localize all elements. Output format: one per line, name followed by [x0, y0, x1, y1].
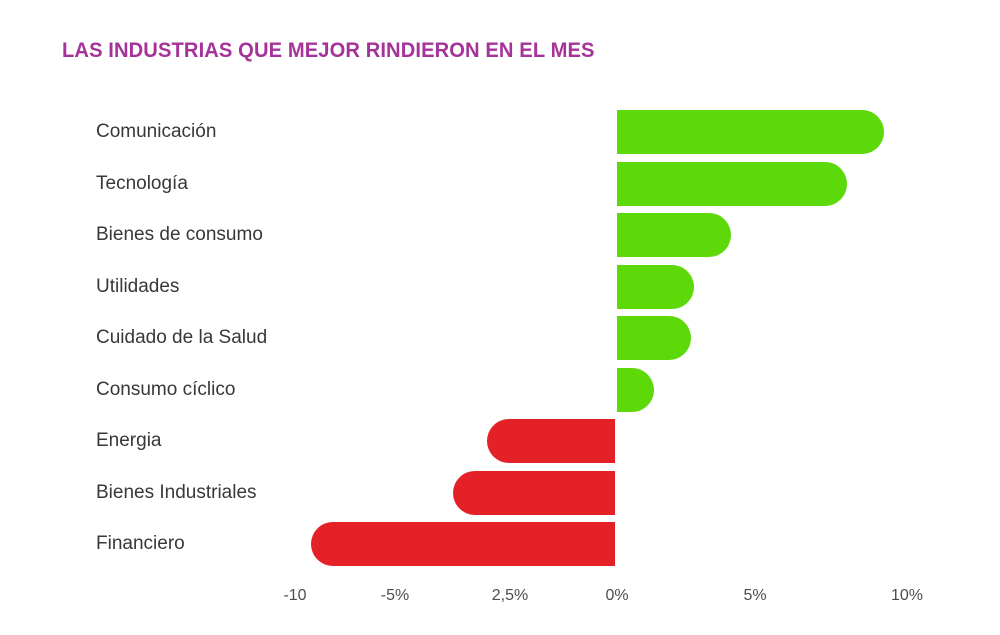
x-axis-tick-label: 5% [743, 587, 767, 604]
bar-positive [617, 264, 694, 309]
x-axis-tick-label: 0% [605, 587, 629, 604]
x-axis-tick-label: -5% [380, 587, 410, 604]
category-label: Bienes Industriales [96, 481, 257, 503]
bar-negative [453, 470, 615, 515]
x-axis-tick-label: 10% [890, 587, 924, 604]
category-label: Utilidades [96, 275, 180, 297]
bar-negative [487, 419, 615, 463]
category-label: Energia [96, 430, 162, 451]
category-label: Consumo cíclico [96, 378, 236, 400]
bar-negative [311, 522, 615, 566]
bar-positive [617, 161, 848, 206]
chart-title: LAS INDUSTRIAS QUE MEJOR RINDIERON EN EL… [62, 39, 595, 62]
bar-positive [617, 110, 884, 154]
category-label: Cuidado de la Salud [96, 327, 268, 348]
x-axis-tick-label: 2,5% [491, 587, 529, 604]
bar-positive [617, 367, 654, 412]
bar-positive [617, 213, 731, 257]
bar-positive [617, 316, 691, 360]
x-axis-tick-label: -10 [283, 587, 307, 604]
category-label: Comunicación [96, 121, 217, 142]
category-label: Bienes de consumo [96, 224, 263, 245]
category-label: Tecnología [96, 172, 188, 194]
category-label: Financiero [96, 533, 185, 554]
